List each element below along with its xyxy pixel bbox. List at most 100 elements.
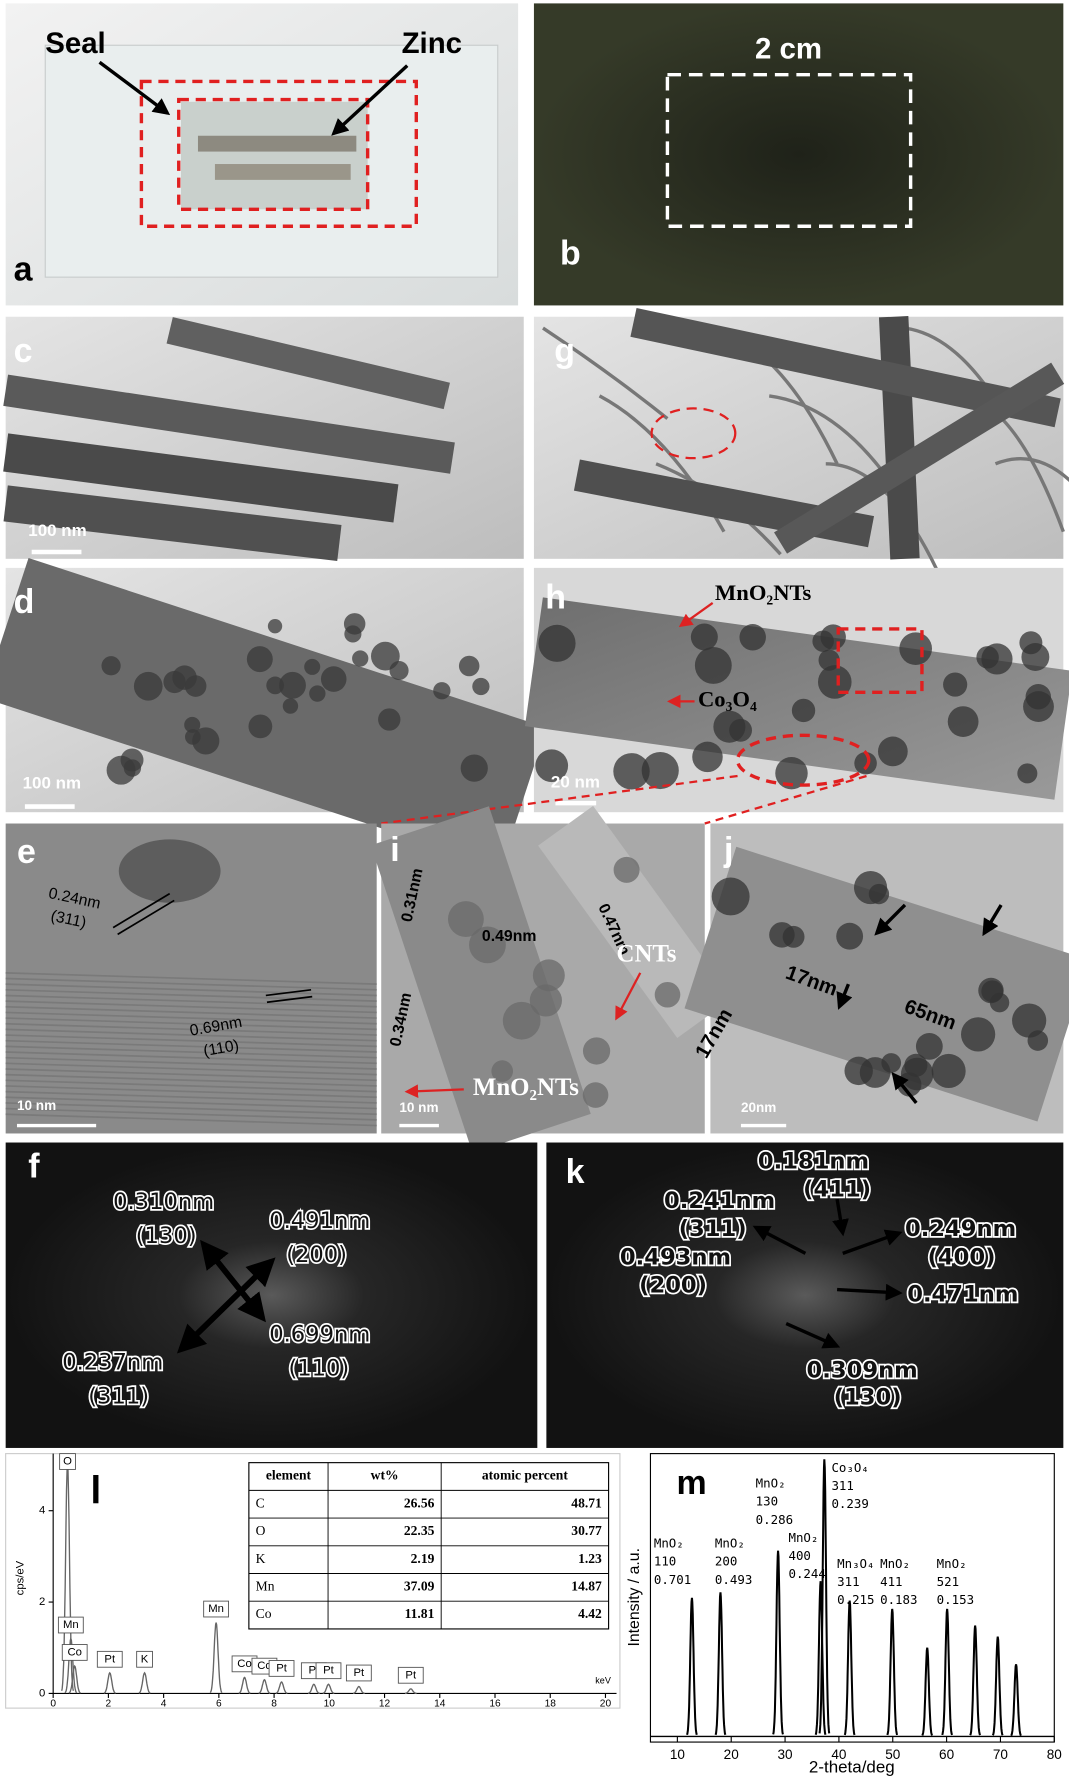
lattice-fringe bbox=[5, 1017, 377, 1031]
peak-annotation: 521 bbox=[937, 1574, 959, 1589]
particle bbox=[836, 922, 864, 950]
panel-label: h bbox=[545, 579, 566, 617]
particle bbox=[378, 708, 401, 731]
peak-label: Co bbox=[237, 1658, 251, 1670]
x-tick-label: 70 bbox=[993, 1747, 1009, 1762]
lattice-fringe bbox=[5, 1113, 377, 1127]
particle bbox=[469, 926, 506, 964]
table-cell: Co bbox=[256, 1606, 272, 1621]
particle bbox=[613, 753, 650, 790]
particle bbox=[320, 666, 347, 692]
sample-outline bbox=[665, 72, 913, 228]
y-tick-label: 0 bbox=[39, 1687, 45, 1699]
peak-label: K bbox=[141, 1653, 149, 1665]
particle bbox=[1017, 763, 1038, 784]
fft-image bbox=[546, 1142, 1064, 1448]
diffraction-peak bbox=[921, 1647, 933, 1736]
panel-label: b bbox=[560, 235, 581, 273]
peak-annotation: Mn₃O₄ bbox=[837, 1556, 874, 1571]
diffraction-peak bbox=[1010, 1664, 1022, 1737]
diffraction-peak bbox=[991, 1636, 1004, 1736]
table-cell: 22.35 bbox=[404, 1523, 435, 1538]
panel-label: l bbox=[91, 1469, 102, 1512]
x-tick-label: 10 bbox=[324, 1698, 336, 1709]
arrow bbox=[891, 1071, 918, 1104]
particle bbox=[184, 716, 201, 733]
spectrum-peak bbox=[275, 1681, 288, 1694]
spectrum-peak bbox=[68, 1664, 81, 1694]
peak-annotation: Co₃O₄ bbox=[831, 1460, 868, 1475]
fft-image bbox=[5, 1142, 538, 1448]
peak-label: Pt bbox=[405, 1669, 417, 1681]
panel-label: f bbox=[28, 1148, 40, 1186]
arrow bbox=[982, 904, 1003, 937]
particle bbox=[915, 1032, 943, 1060]
scale-bar-label: 20 nm bbox=[551, 772, 600, 791]
nanotube bbox=[630, 308, 1061, 428]
table-cell: 14.87 bbox=[571, 1578, 602, 1593]
table-cell: 4.42 bbox=[578, 1606, 602, 1621]
panel-label: a bbox=[14, 250, 34, 288]
peak-annotation: 0.244 bbox=[788, 1566, 825, 1581]
peak-annotation: 411 bbox=[880, 1574, 902, 1589]
lattice-fringe bbox=[5, 1062, 377, 1076]
annotation: (311) bbox=[679, 1216, 747, 1242]
seal-outer bbox=[139, 79, 418, 228]
lattice-fringe bbox=[5, 1034, 377, 1048]
particle bbox=[532, 959, 565, 992]
diffraction-peak bbox=[941, 1608, 954, 1736]
panel-label: g bbox=[554, 332, 575, 370]
measure bbox=[117, 899, 175, 936]
particle bbox=[641, 751, 679, 790]
connector bbox=[381, 774, 738, 825]
table-cell: 30.77 bbox=[571, 1523, 602, 1538]
lattice-fringe bbox=[5, 994, 377, 1008]
peak-annotation: MnO₂ bbox=[788, 1530, 818, 1545]
annotation: 0.309nm bbox=[807, 1358, 918, 1384]
particle bbox=[694, 646, 732, 684]
peak-label: Mn bbox=[208, 1603, 224, 1615]
y-axis-label: cps/eV bbox=[14, 1560, 26, 1595]
annotation: 0.249nm bbox=[905, 1216, 1016, 1242]
table-cell: 1.23 bbox=[578, 1551, 602, 1566]
annotation: Seal bbox=[45, 27, 106, 60]
table-cell: O bbox=[256, 1523, 266, 1538]
arrow bbox=[785, 1321, 841, 1349]
highlight bbox=[735, 733, 871, 787]
particle bbox=[491, 1060, 514, 1082]
lattice-fringe bbox=[5, 1073, 377, 1087]
particle bbox=[460, 754, 488, 782]
peak-annotation: MnO₂ bbox=[654, 1536, 684, 1551]
lattice-fringe bbox=[5, 1039, 377, 1053]
lattice-fringe bbox=[5, 977, 377, 991]
lattice-fringe bbox=[5, 1005, 377, 1019]
arrow bbox=[752, 1225, 807, 1255]
particle bbox=[433, 682, 451, 700]
arrow bbox=[98, 60, 171, 116]
lattice-fringe bbox=[5, 1051, 377, 1065]
particle bbox=[101, 656, 121, 676]
arrow bbox=[404, 1084, 464, 1098]
annotation: MnO₂NTs bbox=[715, 580, 812, 605]
table-cell: Mn bbox=[256, 1578, 275, 1593]
scale-bar-label: 10 nm bbox=[17, 1098, 56, 1113]
annotation: (311) bbox=[88, 1384, 149, 1410]
peak-label-box bbox=[57, 1616, 84, 1634]
particle bbox=[246, 646, 273, 673]
arrow bbox=[832, 1198, 849, 1237]
x-tick-label: 2 bbox=[106, 1698, 112, 1709]
photo bbox=[533, 3, 1064, 306]
carbon-nanotube bbox=[542, 326, 669, 420]
y-axis-label: Intensity / a.u. bbox=[626, 1548, 643, 1647]
peak-label-box bbox=[315, 1662, 342, 1680]
table-cell: 26.56 bbox=[404, 1495, 435, 1510]
nanotube bbox=[3, 485, 342, 561]
x-axis-label: 2-theta/deg bbox=[809, 1758, 895, 1776]
particle bbox=[279, 671, 306, 699]
particle bbox=[529, 984, 562, 1017]
particle bbox=[989, 992, 1010, 1013]
connector bbox=[704, 774, 867, 825]
y-tick-label: 4 bbox=[39, 1505, 45, 1517]
peak-annotation: 130 bbox=[756, 1494, 778, 1509]
